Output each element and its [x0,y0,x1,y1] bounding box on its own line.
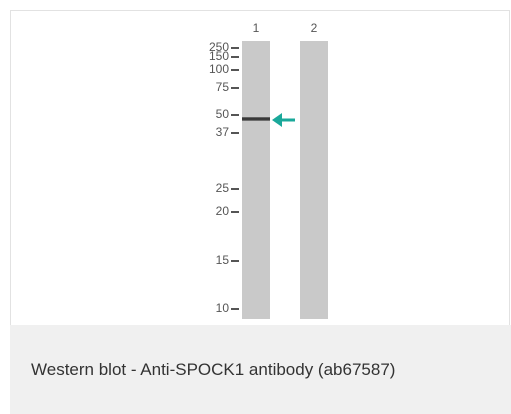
lane-label: 2 [311,21,318,35]
marker-label: 75 [216,80,230,94]
caption: Western blot - Anti-SPOCK1 antibody (ab6… [10,325,511,414]
arrow [272,113,295,127]
lane [242,41,270,319]
marker-label: 150 [209,49,229,63]
marker-label: 15 [216,253,230,267]
page: 1225015010075503725201510 Western blot -… [0,0,511,414]
lane [300,41,328,319]
band [242,117,270,121]
marker-label: 20 [216,204,230,218]
marker-label: 10 [216,301,230,315]
marker-label: 100 [209,62,229,76]
marker-label: 37 [216,125,230,139]
marker-label: 50 [216,107,230,121]
lane-label: 1 [253,21,260,35]
marker-label: 25 [216,181,230,195]
